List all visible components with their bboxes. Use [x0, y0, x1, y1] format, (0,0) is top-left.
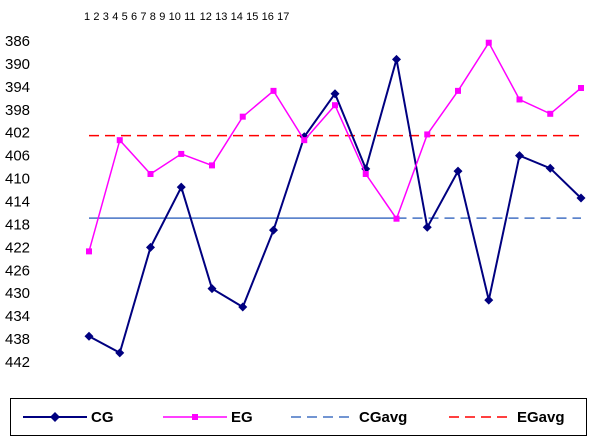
y-tick-label: 426: [5, 262, 30, 279]
data-point-cg: [146, 242, 155, 252]
data-point-eg: [239, 113, 246, 120]
plot-area: [84, 39, 586, 358]
data-point-eg: [547, 110, 554, 117]
data-point-eg: [270, 87, 277, 94]
y-tick-label: 390: [5, 56, 30, 73]
data-point-eg: [578, 85, 584, 92]
legend-item-egavg: EGavg: [449, 399, 565, 435]
y-tick-label: 434: [5, 308, 30, 325]
x-tick-label: 8: [150, 11, 156, 23]
data-point-cg: [392, 54, 401, 64]
legend-label-eg: EG: [231, 408, 253, 426]
x-tick-label: 3: [103, 11, 109, 23]
y-tick-label: 430: [5, 285, 30, 302]
data-point-cg: [545, 163, 555, 173]
y-tick-label: 410: [5, 171, 30, 188]
data-point-cg: [176, 182, 186, 192]
data-point-cg: [453, 166, 463, 176]
legend-swatch-cgavg: [291, 416, 355, 418]
data-point-eg: [485, 39, 492, 46]
x-tick-label: 12: [200, 11, 212, 23]
x-tick-label: 15: [246, 11, 258, 23]
data-point-cg: [576, 193, 586, 203]
legend-label-egavg: EGavg: [517, 408, 565, 426]
y-tick-label: 398: [5, 102, 30, 119]
y-tick-label: 422: [5, 239, 30, 256]
legend-item-eg: EG: [163, 399, 253, 435]
series-line-eg: [88, 41, 582, 252]
x-tick-label: 2: [93, 11, 99, 23]
x-tick-label: 1: [84, 11, 90, 23]
x-tick-label: 14: [231, 11, 243, 23]
y-axis-tick-labels: 386 390 394 398 402 406 410 414 418 422 426 430 434 4…: [5, 33, 30, 371]
x-tick-label: 16: [262, 11, 274, 23]
y-tick-label: 402: [5, 125, 30, 142]
data-point-eg: [424, 131, 431, 138]
data-point-eg: [362, 170, 369, 177]
data-point-eg: [516, 96, 523, 103]
data-point-eg: [86, 248, 92, 255]
x-tick-label: 11: [184, 11, 195, 23]
y-tick-label: 394: [5, 79, 30, 96]
data-point-cg: [84, 331, 94, 341]
data-point-eg: [116, 137, 123, 144]
legend-item-cg: CG: [23, 399, 114, 435]
x-tick-label: 6: [131, 11, 137, 23]
data-point-eg: [147, 170, 154, 177]
data-point-eg: [393, 215, 400, 222]
y-tick-label: 438: [5, 331, 30, 348]
data-point-eg: [332, 102, 338, 109]
legend-swatch-cg: [23, 412, 87, 422]
x-axis-tick-labels: 1 2 3 4 5 6 7 8 9 10 11 12 13 14 15 16 17: [84, 11, 289, 23]
legend-swatch-egavg: [449, 416, 513, 418]
data-point-cg: [484, 295, 494, 305]
data-point-cg: [422, 222, 432, 232]
y-tick-label: 418: [5, 216, 30, 233]
legend-label-cg: CG: [91, 408, 114, 426]
y-tick-label: 442: [5, 354, 30, 371]
x-tick-label: 10: [169, 11, 181, 23]
y-tick-label: 414: [5, 194, 30, 211]
x-tick-label: 13: [215, 11, 227, 23]
data-point-cg: [330, 89, 340, 99]
data-point-eg: [455, 87, 461, 94]
x-tick-label: 4: [112, 11, 118, 23]
legend-swatch-eg: [163, 414, 227, 420]
legend: CG EG CGavg EGavg: [10, 398, 587, 436]
data-point-cg: [207, 284, 217, 294]
data-point-eg: [209, 162, 215, 169]
legend-label-cgavg: CGavg: [359, 408, 408, 426]
x-tick-label: 7: [140, 11, 146, 23]
x-tick-label: 9: [159, 11, 165, 23]
legend-item-cgavg: CGavg: [291, 399, 407, 435]
x-tick-label: 5: [122, 11, 128, 23]
data-point-cg: [115, 348, 125, 358]
x-tick-label: 17: [277, 11, 289, 23]
data-point-cg: [515, 151, 524, 161]
line-chart: 1 2 3 4 5 6 7 8 9 10 11 12 13 14 15 16 17 38639039439840…: [5, 11, 586, 371]
data-point-cg: [238, 302, 248, 312]
data-point-cg: [269, 225, 278, 235]
data-point-eg: [178, 150, 185, 157]
data-point-eg: [301, 137, 308, 144]
y-tick-label: 386: [5, 33, 30, 50]
y-tick-label: 406: [5, 148, 30, 165]
